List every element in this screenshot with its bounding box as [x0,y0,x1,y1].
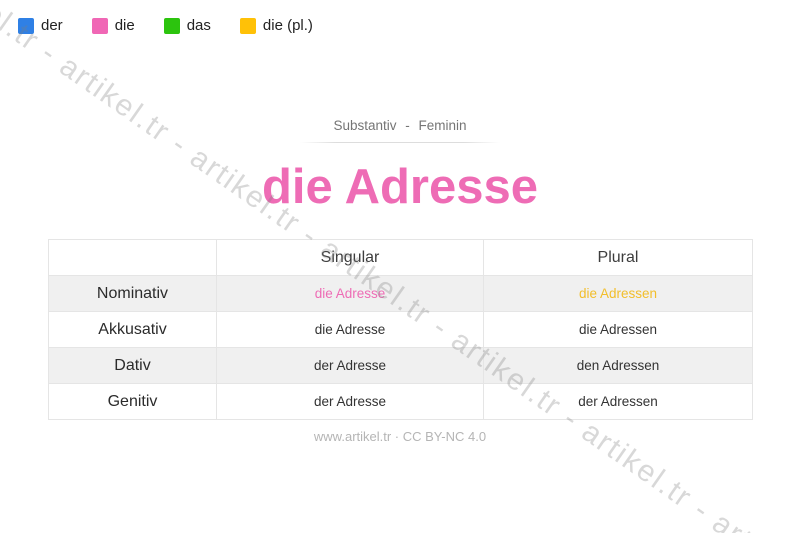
subtitle-divider [300,142,500,143]
declension-table: Singular Plural Nominativ die Adresse di… [48,239,753,420]
case-label-nominativ: Nominativ [48,275,217,312]
legend-label-das: das [186,17,211,34]
article-legend: der die das die (pl.) [18,17,313,34]
header-cell-plural: Plural [483,239,753,276]
legend-label-die: die [114,17,135,34]
dativ-singular-value: der Adresse [216,347,484,384]
table-row-akkusativ: Akkusativ die Adresse die Adressen [48,311,753,348]
nominativ-plural-value: die Adressen [483,275,753,312]
dativ-plural-value: den Adressen [483,347,753,384]
das-color-swatch [163,17,180,34]
case-label-genitiv: Genitiv [48,383,217,420]
legend-item-das: das [163,17,211,34]
legend-item-die: die [91,17,135,34]
akkusativ-singular-value: die Adresse [216,311,484,348]
genitiv-singular-value: der Adresse [216,383,484,420]
nominativ-singular-value: die Adresse [216,275,484,312]
genitiv-plural-value: der Adressen [483,383,753,420]
die-color-swatch [91,17,108,34]
legend-label-die-plural: die (pl.) [262,17,313,34]
legend-label-der: der [41,17,63,34]
table-row-genitiv: Genitiv der Adresse der Adressen [48,383,753,420]
page-title: die Adresse [262,160,538,214]
der-color-swatch [18,17,34,34]
table-row-dativ: Dativ der Adresse den Adressen [48,347,753,384]
case-label-akkusativ: Akkusativ [48,311,217,348]
table-row-nominativ: Nominativ die Adresse die Adressen [48,275,753,312]
case-label-dativ: Dativ [48,347,217,384]
die-plural-color-swatch [239,17,256,34]
header-cell-case [48,239,217,276]
site-credit: www.artikel.tr · CC BY-NC 4.0 [313,429,487,444]
akkusativ-plural-value: die Adressen [483,311,753,348]
word-type-subtitle: Substantiv - Feminin [333,118,467,133]
table-header-row: Singular Plural [48,239,753,276]
header-cell-singular: Singular [216,239,484,276]
legend-item-der: der [18,17,63,34]
legend-item-die-plural: die (pl.) [239,17,313,34]
